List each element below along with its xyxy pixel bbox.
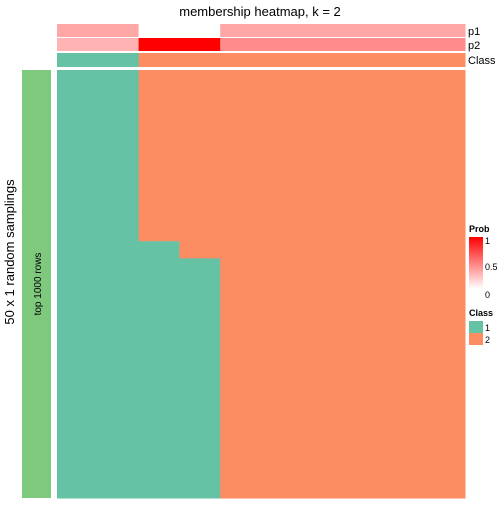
class-legend-title: Class — [469, 308, 493, 318]
anno-p2-cell-6 — [261, 38, 303, 51]
anno-class-cell-10 — [424, 53, 466, 67]
prob-legend-gradient — [469, 237, 483, 289]
matrix-cell-seg1-col4 — [179, 70, 221, 242]
prob-legend-title: Prob — [469, 224, 490, 234]
anno-p2-cell-5 — [220, 38, 262, 51]
anno-p1-cell-8 — [342, 24, 384, 37]
matrix-cell-seg1-col3 — [138, 70, 180, 242]
matrix-cell-seg3-col5 — [220, 258, 262, 499]
matrix-cell-seg3-col4 — [179, 258, 221, 499]
matrix-cell-seg1-col7 — [301, 70, 344, 242]
matrix-cell-seg3-col8 — [342, 258, 384, 499]
anno-p1-cell-4 — [179, 24, 221, 37]
anno-class-cell-8 — [342, 53, 384, 67]
anno-p2-cell-8 — [342, 38, 384, 51]
class-2-label: 2 — [485, 335, 490, 345]
anno-p1-cell-9 — [383, 24, 425, 37]
matrix-cell-seg3-col2 — [97, 258, 140, 499]
matrix-cell-seg1-col1 — [57, 70, 99, 242]
anno-p2-cell-7 — [301, 38, 344, 51]
anno-label-p1: p1 — [468, 26, 480, 38]
matrix-cell-seg2-col6 — [261, 241, 303, 259]
anno-class-cell-6 — [261, 53, 303, 67]
anno-label-p2: p2 — [468, 40, 480, 52]
anno-p1-cell-7 — [301, 24, 344, 37]
annotation-rows — [57, 24, 466, 67]
row-title: 50 x 1 random samplings — [2, 179, 17, 325]
anno-class-cell-1 — [57, 53, 99, 67]
membership-matrix — [57, 70, 466, 499]
row-block-bar — [22, 70, 51, 498]
matrix-cell-seg2-col10 — [424, 241, 466, 259]
prob-tick-0: 0 — [485, 290, 490, 300]
anno-p2-cell-3 — [138, 38, 180, 51]
anno-class-cell-5 — [220, 53, 262, 67]
chart-title: membership heatmap, k = 2 — [179, 4, 341, 19]
matrix-cell-seg2-col8 — [342, 241, 384, 259]
anno-p1-cell-2 — [97, 24, 140, 37]
matrix-cell-seg3-col3 — [138, 258, 180, 499]
prob-legend: Prob 1 0.5 0 — [469, 224, 498, 300]
anno-p2-cell-4 — [179, 38, 221, 51]
matrix-cell-seg2-col3 — [138, 241, 180, 259]
matrix-cell-seg1-col2 — [97, 70, 140, 242]
matrix-cell-seg1-col5 — [220, 70, 262, 242]
matrix-cell-seg3-col7 — [301, 258, 344, 499]
anno-class-cell-4 — [179, 53, 221, 67]
matrix-cell-seg1-col10 — [424, 70, 466, 242]
anno-class-cell-9 — [383, 53, 425, 67]
matrix-cell-seg2-col5 — [220, 241, 262, 259]
matrix-cell-seg2-col1 — [57, 241, 99, 259]
anno-label-class: Class — [468, 55, 496, 67]
anno-p2-cell-10 — [424, 38, 466, 51]
matrix-cell-seg1-col6 — [261, 70, 303, 242]
anno-class-cell-7 — [301, 53, 344, 67]
matrix-cell-seg3-col1 — [57, 258, 99, 499]
anno-p2-cell-2 — [97, 38, 140, 51]
matrix-cell-seg2-col9 — [383, 241, 425, 259]
anno-p1-cell-5 — [220, 24, 262, 37]
class-1-swatch — [469, 321, 483, 333]
prob-tick-0-5: 0.5 — [485, 262, 498, 272]
anno-p1-cell-3 — [138, 24, 180, 37]
matrix-cell-seg3-col10 — [424, 258, 466, 499]
anno-p1-cell-1 — [57, 24, 99, 37]
anno-p1-cell-10 — [424, 24, 466, 37]
annotation-labels: p1 p2 Class — [468, 26, 496, 67]
class-legend: Class 1 2 — [469, 308, 493, 345]
anno-class-cell-3 — [138, 53, 180, 67]
matrix-cell-seg1-col9 — [383, 70, 425, 242]
class-2-swatch — [469, 333, 483, 345]
prob-tick-1: 1 — [485, 236, 490, 246]
anno-p2-cell-1 — [57, 38, 99, 51]
anno-class-cell-2 — [97, 53, 140, 67]
anno-p1-cell-6 — [261, 24, 303, 37]
matrix-cell-seg2-col7 — [301, 241, 344, 259]
matrix-cell-seg3-col6 — [261, 258, 303, 499]
matrix-cell-seg1-col8 — [342, 70, 384, 242]
matrix-cell-seg2-col4 — [179, 241, 221, 259]
matrix-cell-seg3-col9 — [383, 258, 425, 499]
anno-p2-cell-9 — [383, 38, 425, 51]
row-block-label: top 1000 rows — [33, 253, 44, 316]
class-1-label: 1 — [485, 323, 490, 333]
matrix-cell-seg2-col2 — [97, 241, 140, 259]
